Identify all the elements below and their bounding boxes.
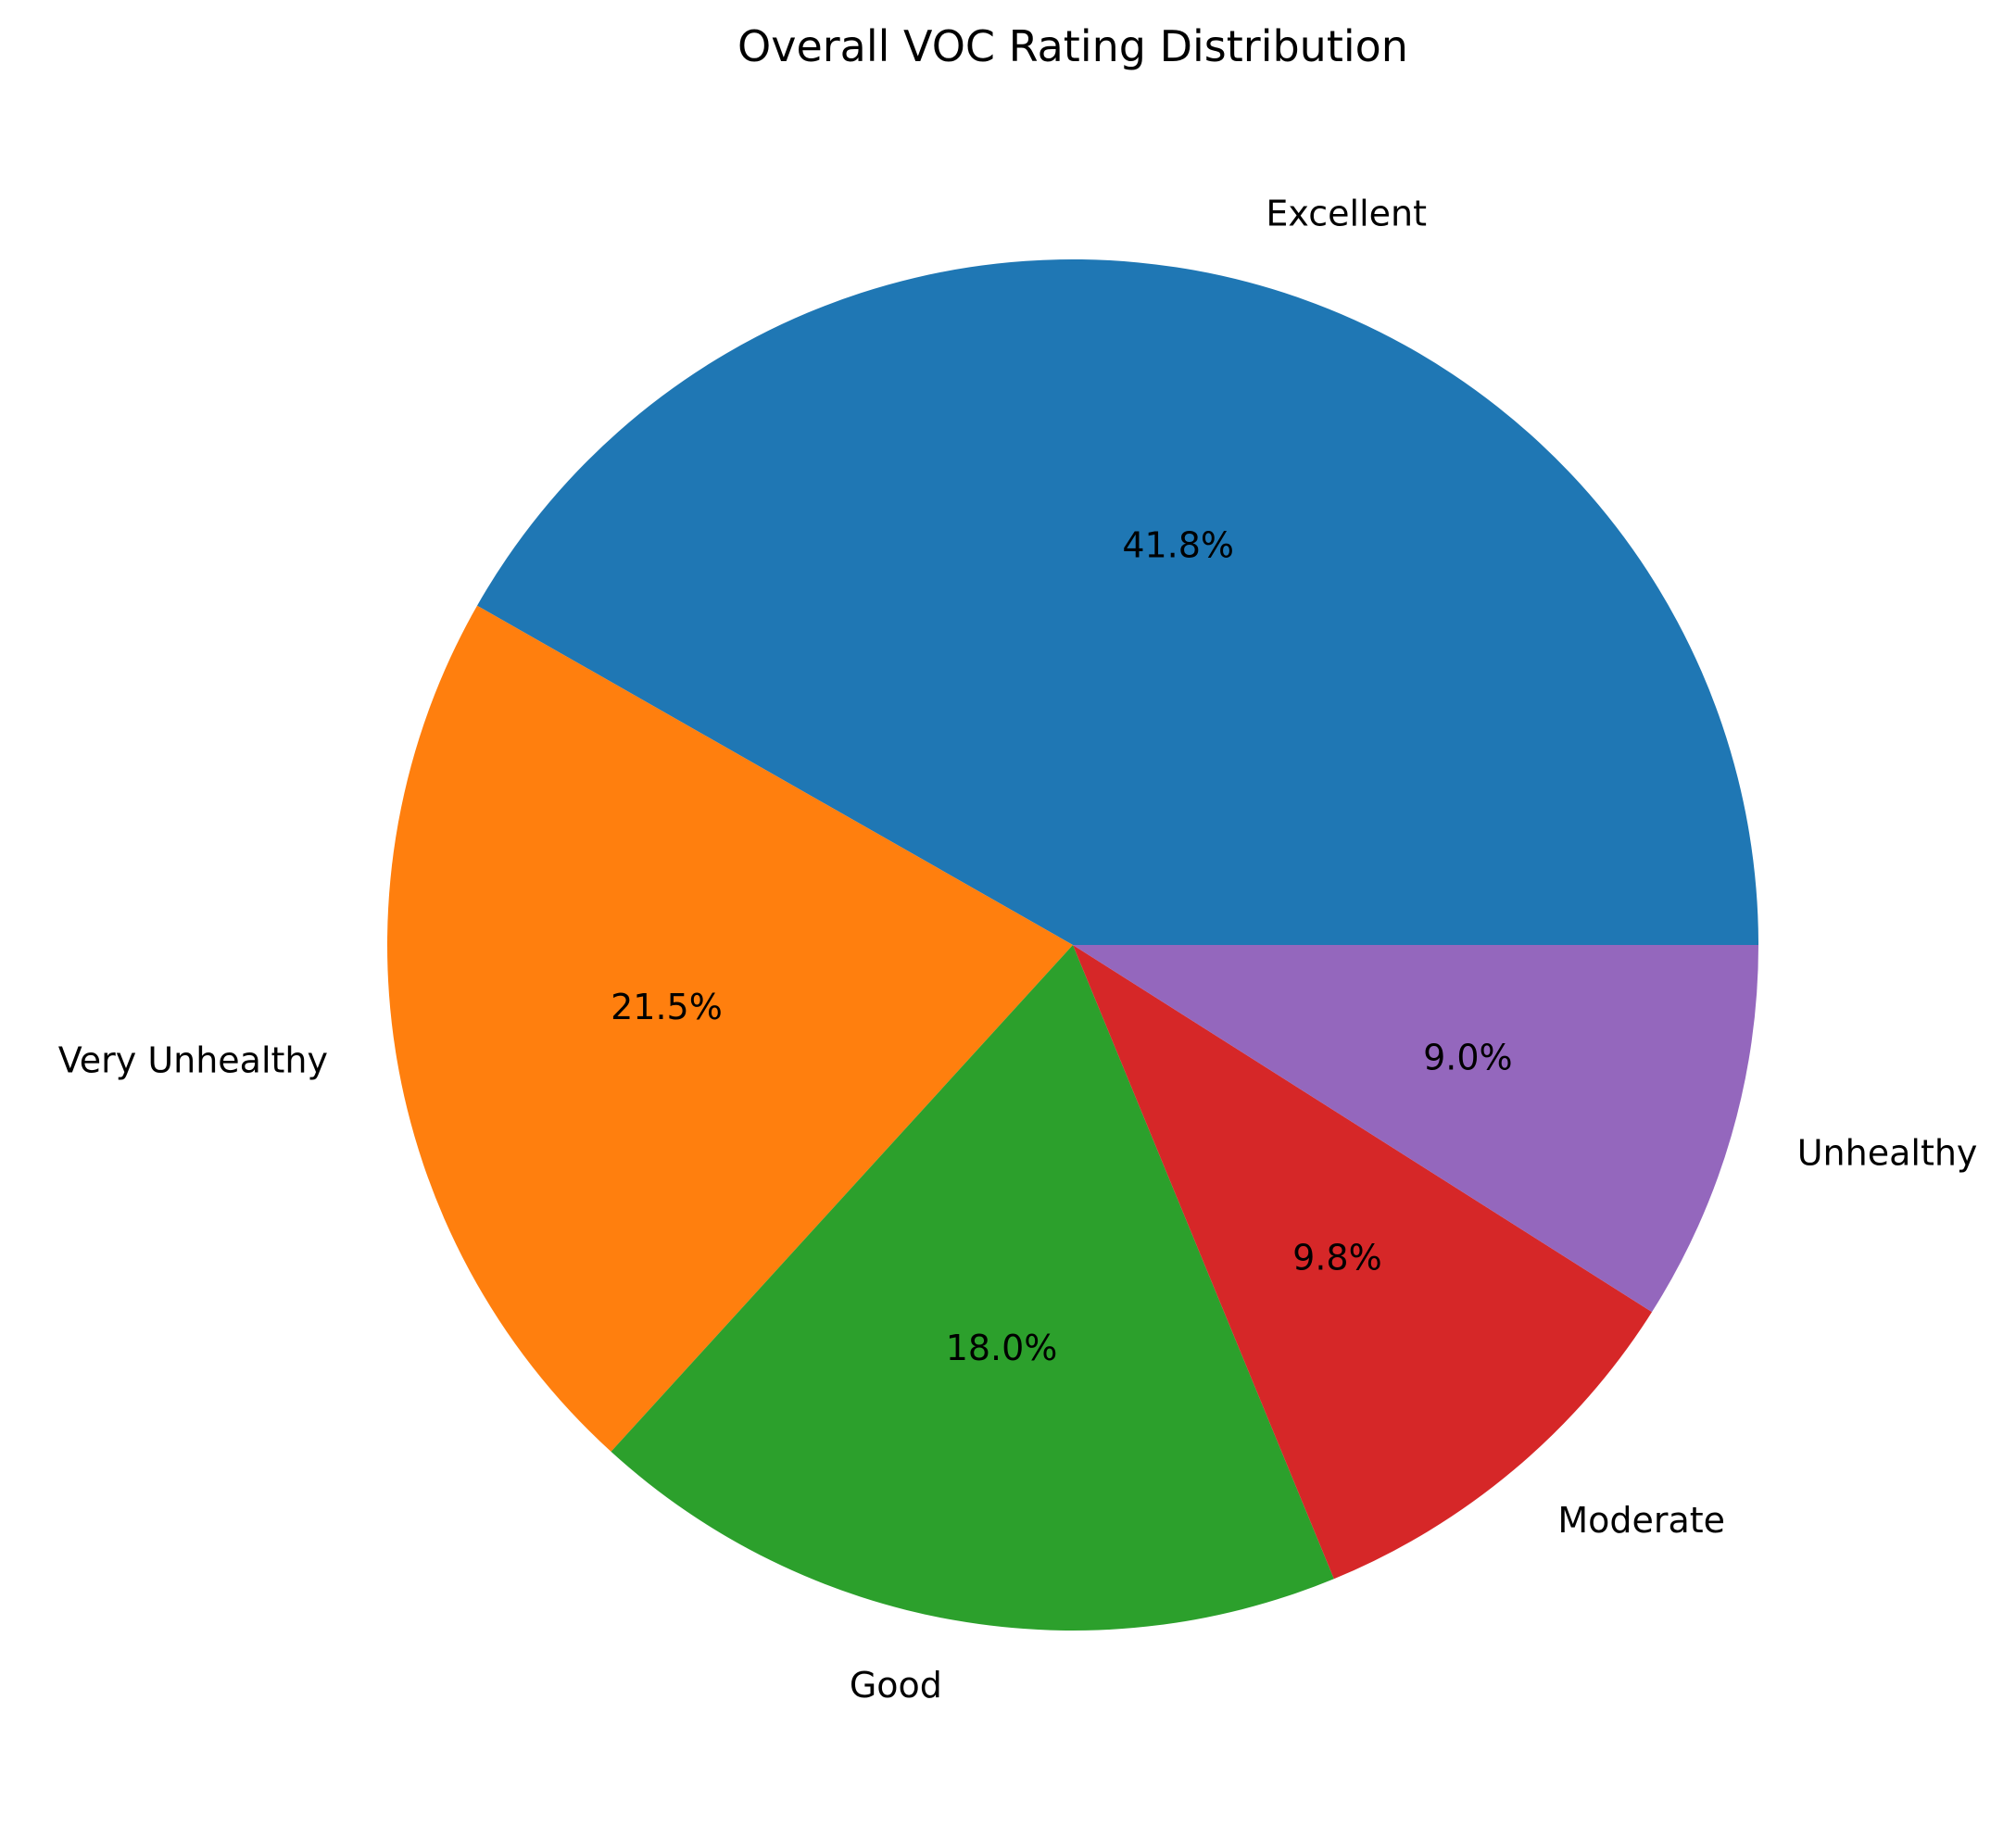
slice-label-unhealthy: Unhealthy — [1797, 1132, 1978, 1173]
slice-label-moderate: Moderate — [1557, 1500, 1725, 1541]
slice-label-excellent: Excellent — [1266, 194, 1427, 234]
slice-percent-moderate: 9.8% — [1292, 1238, 1382, 1278]
pie-labels: Excellent 41.8% Very Unhealthy 21.5% Good 18.… — [58, 194, 1978, 1706]
pie-slices — [386, 258, 1758, 1631]
slice-label-very-unhealthy: Very Unhealthy — [58, 1040, 328, 1081]
pie-slice-unhealthy — [1073, 945, 1758, 1313]
slice-percent-very-unhealthy: 21.5% — [611, 987, 723, 1027]
chart-title: Overall VOC Rating Distribution — [737, 21, 1408, 71]
slice-percent-good: 18.0% — [946, 1328, 1058, 1368]
pie-slice-very-unhealthy — [386, 605, 1073, 1452]
slice-percent-excellent: 41.8% — [1122, 524, 1234, 565]
pie-slice-moderate — [1073, 945, 1653, 1580]
slice-percent-unhealthy: 9.0% — [1423, 1037, 1513, 1077]
pie-slice-good — [611, 945, 1334, 1631]
slice-label-good: Good — [850, 1665, 942, 1706]
pie-slice-excellent — [477, 258, 1758, 945]
